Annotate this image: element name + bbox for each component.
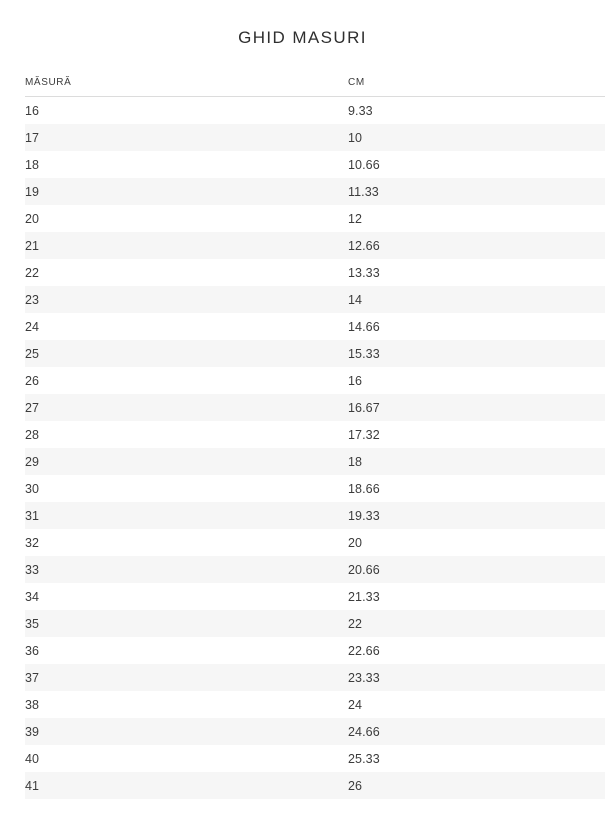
cell-measure: 21 (25, 238, 40, 253)
cell-measure: 37 (25, 670, 40, 685)
table-row: 29 18 (25, 448, 605, 475)
cell-measure: 18 (25, 157, 40, 172)
cell-cm: 24 (348, 697, 363, 712)
cell-measure: 19 (25, 184, 40, 199)
cell-measure: 41 (25, 778, 40, 793)
cell-cm: 26 (348, 778, 363, 793)
cell-cm: 15.33 (348, 346, 380, 361)
column-header-measure: MĂSURĂ (25, 77, 348, 97)
cell-cm: 10.66 (348, 157, 380, 172)
cell-cm: 14 (348, 292, 363, 307)
table-row: 34 21.33 (25, 583, 605, 610)
table-row: 17 10 (25, 124, 605, 151)
table-body: 16 9.33 17 10 18 10.66 19 11.33 20 12 21 12.66 22 13.… (25, 96, 605, 799)
cell-cm: 18.66 (348, 481, 380, 496)
table-row: 26 16 (25, 367, 605, 394)
cell-measure: 36 (25, 643, 40, 658)
cell-measure: 25 (25, 346, 40, 361)
cell-cm: 22.66 (348, 643, 380, 658)
cell-cm: 16.67 (348, 400, 380, 415)
cell-measure: 32 (25, 535, 40, 550)
table-row: 19 11.33 (25, 178, 605, 205)
table-row: 30 18.66 (25, 475, 605, 502)
table-row: 38 24 (25, 691, 605, 718)
table-header: MĂSURĂ CM (25, 77, 605, 97)
cell-measure: 35 (25, 616, 40, 631)
cell-measure: 28 (25, 427, 40, 442)
table-row: 36 22.66 (25, 637, 605, 664)
cell-cm: 22 (348, 616, 363, 631)
page-title: GHID MASURI (238, 28, 367, 47)
cell-cm: 18 (348, 454, 363, 469)
cell-measure: 23 (25, 292, 40, 307)
table-row: 31 19.33 (25, 502, 605, 529)
table-header-row: MĂSURĂ CM (25, 77, 605, 97)
table-row: 35 22 (25, 610, 605, 637)
cell-cm: 17.32 (348, 427, 380, 442)
cell-cm: 11.33 (348, 184, 379, 199)
cell-measure: 39 (25, 724, 40, 739)
cell-cm: 20 (348, 535, 363, 550)
table-row: 25 15.33 (25, 340, 605, 367)
cell-measure: 17 (25, 130, 40, 145)
table-row: 28 17.32 (25, 421, 605, 448)
cell-cm: 10 (348, 130, 363, 145)
cell-cm: 14.66 (348, 319, 380, 334)
cell-measure: 24 (25, 319, 40, 334)
cell-cm: 12.66 (348, 238, 380, 253)
table-row: 41 26 (25, 772, 605, 799)
cell-measure: 27 (25, 400, 40, 415)
table-row: 23 14 (25, 286, 605, 313)
size-table-container: MĂSURĂ CM 16 9.33 17 10 18 10.66 19 11.33 20 12 21… (0, 77, 605, 799)
table-row: 18 10.66 (25, 151, 605, 178)
table-row: 39 24.66 (25, 718, 605, 745)
cell-measure: 40 (25, 751, 40, 766)
cell-measure: 22 (25, 265, 40, 280)
cell-cm: 9.33 (348, 103, 373, 118)
cell-measure: 34 (25, 589, 40, 604)
cell-measure: 33 (25, 562, 40, 577)
table-row: 16 9.33 (25, 96, 605, 124)
cell-measure: 29 (25, 454, 40, 469)
cell-measure: 31 (25, 508, 40, 523)
table-row: 24 14.66 (25, 313, 605, 340)
cell-cm: 16 (348, 373, 363, 388)
cell-cm: 25.33 (348, 751, 380, 766)
cell-measure: 20 (25, 211, 40, 226)
cell-cm: 12 (348, 211, 363, 226)
cell-measure: 26 (25, 373, 40, 388)
table-row: 20 12 (25, 205, 605, 232)
table-row: 37 23.33 (25, 664, 605, 691)
cell-cm: 23.33 (348, 670, 380, 685)
cell-cm: 21.33 (348, 589, 380, 604)
cell-cm: 19.33 (348, 508, 380, 523)
table-row: 27 16.67 (25, 394, 605, 421)
cell-cm: 24.66 (348, 724, 380, 739)
cell-measure: 38 (25, 697, 40, 712)
cell-measure: 30 (25, 481, 40, 496)
size-guide-table: MĂSURĂ CM 16 9.33 17 10 18 10.66 19 11.33 20 12 21… (25, 77, 605, 799)
cell-measure: 16 (25, 103, 40, 118)
table-row: 32 20 (25, 529, 605, 556)
column-header-cm: CM (348, 77, 605, 97)
table-row: 21 12.66 (25, 232, 605, 259)
table-row: 33 20.66 (25, 556, 605, 583)
cell-cm: 20.66 (348, 562, 380, 577)
cell-cm: 13.33 (348, 265, 380, 280)
table-row: 40 25.33 (25, 745, 605, 772)
table-row: 22 13.33 (25, 259, 605, 286)
